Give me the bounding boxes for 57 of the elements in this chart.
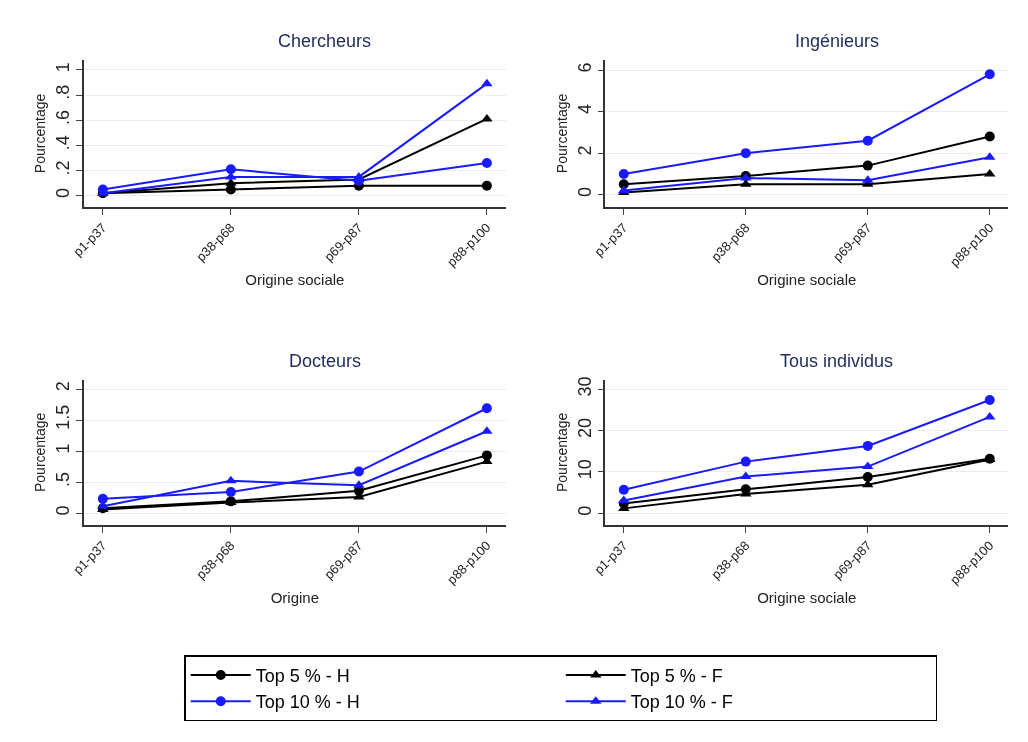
y-tick-label: 1 (52, 443, 73, 454)
y-tick-label: 20 (574, 417, 595, 438)
y-axis-title: Pourcentage (553, 412, 570, 493)
y-tick-label: 10 (574, 459, 595, 480)
point (225, 164, 236, 175)
y-axis-title: Pourcentage (31, 412, 48, 493)
point (984, 394, 995, 405)
point (740, 148, 751, 159)
point (481, 158, 492, 169)
x-axis-title: Origine sociale (245, 271, 345, 289)
y-tick-label: .2 (52, 160, 73, 176)
point (618, 484, 629, 495)
point (862, 471, 873, 482)
y-tick-label: 4 (574, 103, 595, 114)
point (225, 487, 236, 498)
point (618, 495, 630, 504)
point (740, 456, 751, 467)
y-tick-label: 0 (574, 505, 595, 516)
point (481, 78, 493, 87)
legend-label: Top 5 % - H (255, 665, 350, 686)
point (353, 466, 364, 477)
point (862, 160, 873, 171)
y-tick-label: 2 (52, 381, 73, 392)
y-tick-label: 6 (574, 62, 595, 73)
point (481, 180, 492, 191)
y-tick-label: 1.5 (52, 404, 73, 430)
y-tick-label: .4 (52, 135, 73, 151)
y-tick-label: 0 (52, 505, 73, 516)
point (740, 471, 752, 480)
x-axis-title: Origine (270, 588, 320, 606)
point (97, 493, 108, 504)
y-tick-label: 0 (52, 188, 73, 199)
chart-title: Tous individus (780, 351, 894, 371)
y-tick-label: 0 (574, 186, 595, 197)
legend-label: Top 10 % - H (255, 692, 360, 713)
point (618, 168, 629, 179)
chart-title: Chercheurs (278, 31, 372, 51)
chart-title: Docteurs (289, 351, 362, 371)
point (481, 403, 492, 414)
point (984, 69, 995, 80)
y-axis-title: Pourcentage (31, 93, 48, 174)
point (862, 461, 874, 470)
chart-title: Ingénieurs (795, 31, 880, 51)
x-axis-title: Origine sociale (757, 271, 857, 289)
legend-label: Top 5 % - F (630, 665, 723, 686)
point (984, 131, 995, 142)
point (862, 440, 873, 451)
point (862, 135, 873, 146)
y-tick-label: 1 (52, 62, 73, 73)
x-axis-title: Origine sociale (757, 588, 857, 606)
y-tick-label: .8 (52, 84, 73, 100)
y-tick-label: 30 (574, 376, 595, 397)
y-tick-label: 2 (574, 145, 595, 156)
y-tick-label: .5 (52, 471, 73, 487)
legend-label: Top 10 % - F (630, 692, 733, 713)
y-tick-label: .6 (52, 110, 73, 126)
y-axis-title: Pourcentage (553, 93, 570, 174)
